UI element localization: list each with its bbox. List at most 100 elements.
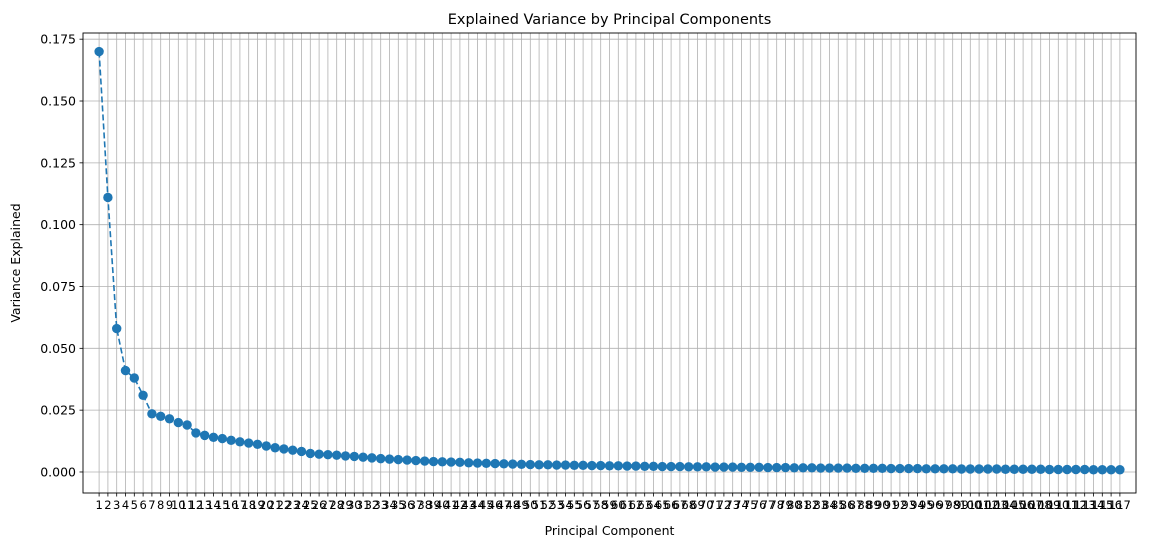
x-tick-label: 2 bbox=[104, 498, 111, 512]
x-tick-label: 27 bbox=[321, 498, 336, 512]
data-point bbox=[270, 443, 280, 453]
data-point bbox=[323, 449, 333, 460]
data-point bbox=[1106, 465, 1116, 475]
data-point bbox=[675, 461, 685, 472]
x-tick-label: 34 bbox=[382, 498, 397, 512]
data-point bbox=[420, 456, 430, 466]
data-point bbox=[1053, 464, 1063, 475]
x-tick-label: 72 bbox=[717, 498, 732, 512]
y-tick-label: 0.000 bbox=[40, 464, 76, 479]
x-tick-label: 48 bbox=[505, 498, 520, 512]
data-point bbox=[1079, 464, 1090, 475]
data-point bbox=[552, 460, 562, 470]
data-point bbox=[666, 461, 676, 472]
x-tick-label: 102 bbox=[977, 498, 999, 512]
x-tick-label: 39 bbox=[426, 498, 441, 512]
data-point bbox=[974, 464, 984, 474]
data-point bbox=[807, 463, 817, 473]
x-tick-label: 84 bbox=[822, 498, 837, 512]
x-tick-label: 53 bbox=[549, 498, 564, 512]
x-tick-label: 77 bbox=[761, 498, 776, 512]
x-tick-label: 24 bbox=[294, 498, 309, 512]
data-point bbox=[587, 460, 597, 471]
data-point bbox=[763, 462, 773, 473]
data-point bbox=[815, 463, 826, 473]
x-tick-label: 76 bbox=[752, 498, 767, 512]
x-tick-label: 21 bbox=[268, 498, 283, 512]
x-tick-label: 88 bbox=[857, 498, 872, 512]
data-point bbox=[754, 462, 764, 472]
x-tick-label: 60 bbox=[611, 498, 626, 512]
x-tick-label: 117 bbox=[1109, 498, 1131, 512]
data-point bbox=[648, 461, 659, 471]
x-tick-label: 90 bbox=[875, 498, 890, 512]
x-tick-label: 86 bbox=[840, 498, 855, 512]
y-tick-label: 0.075 bbox=[40, 279, 76, 294]
data-point bbox=[842, 463, 852, 473]
data-point bbox=[103, 192, 113, 203]
x-tick-label: 41 bbox=[444, 498, 459, 512]
x-tick-label: 13 bbox=[197, 498, 212, 512]
data-point bbox=[596, 460, 606, 471]
x-tick-label: 85 bbox=[831, 498, 846, 512]
data-point bbox=[455, 457, 465, 468]
data-point bbox=[956, 464, 967, 474]
x-tick-label: 3 bbox=[113, 498, 120, 512]
x-tick-label: 95 bbox=[919, 498, 934, 512]
data-point bbox=[226, 435, 236, 446]
y-tick-label: 0.125 bbox=[40, 155, 76, 170]
data-point bbox=[569, 460, 580, 471]
data-point bbox=[173, 417, 184, 428]
data-point bbox=[402, 455, 412, 465]
x-tick-label: 32 bbox=[365, 498, 380, 512]
y-axis-label: Variance Explained bbox=[8, 203, 23, 322]
x-tick-label: 37 bbox=[409, 498, 424, 512]
data-point bbox=[534, 460, 544, 470]
data-point bbox=[428, 456, 439, 467]
x-tick-label: 51 bbox=[532, 498, 547, 512]
x-tick-label: 71 bbox=[708, 498, 723, 512]
x-tick-label: 104 bbox=[995, 498, 1017, 512]
x-axis-label: Principal Component bbox=[545, 523, 675, 538]
x-tick-label: 61 bbox=[620, 498, 635, 512]
data-point bbox=[208, 432, 219, 443]
x-tick-label: 103 bbox=[986, 498, 1008, 512]
x-tick-label: 55 bbox=[567, 498, 582, 512]
x-tick-label: 79 bbox=[778, 498, 793, 512]
y-tick-label: 0.150 bbox=[40, 94, 76, 109]
x-tick-label: 54 bbox=[558, 498, 573, 512]
x-tick-label: 40 bbox=[435, 498, 450, 512]
data-point bbox=[164, 414, 175, 424]
x-tick-label: 116 bbox=[1100, 498, 1122, 512]
data-point bbox=[965, 464, 975, 474]
data-layer bbox=[94, 46, 1125, 475]
data-point bbox=[1000, 464, 1011, 474]
data-point bbox=[393, 454, 404, 465]
x-tick-label: 26 bbox=[312, 498, 327, 512]
x-tick-label: 4 bbox=[122, 498, 129, 512]
x-tick-label: 44 bbox=[470, 498, 485, 512]
x-tick-label: 59 bbox=[602, 498, 617, 512]
data-point bbox=[903, 463, 914, 474]
data-point bbox=[1009, 464, 1019, 474]
x-tick-label: 9 bbox=[166, 498, 173, 512]
data-point bbox=[1115, 465, 1125, 475]
x-tick-label: 83 bbox=[813, 498, 828, 512]
x-tick-label: 28 bbox=[329, 498, 344, 512]
data-point bbox=[191, 428, 201, 438]
data-point bbox=[516, 459, 527, 470]
x-tick-label: 81 bbox=[796, 498, 811, 512]
data-point bbox=[182, 420, 192, 430]
data-point bbox=[683, 462, 694, 472]
x-tick-label: 82 bbox=[805, 498, 820, 512]
x-tick-label: 1 bbox=[95, 498, 102, 512]
x-tick-label: 22 bbox=[277, 498, 292, 512]
data-point bbox=[824, 463, 835, 473]
data-point bbox=[868, 463, 879, 473]
x-tick-label: 62 bbox=[629, 498, 644, 512]
chart-title: Explained Variance by Principal Componen… bbox=[448, 12, 772, 28]
data-point bbox=[464, 458, 474, 468]
data-point bbox=[138, 390, 148, 401]
x-tick-label: 109 bbox=[1039, 498, 1061, 512]
x-tick-label: 96 bbox=[928, 498, 943, 512]
